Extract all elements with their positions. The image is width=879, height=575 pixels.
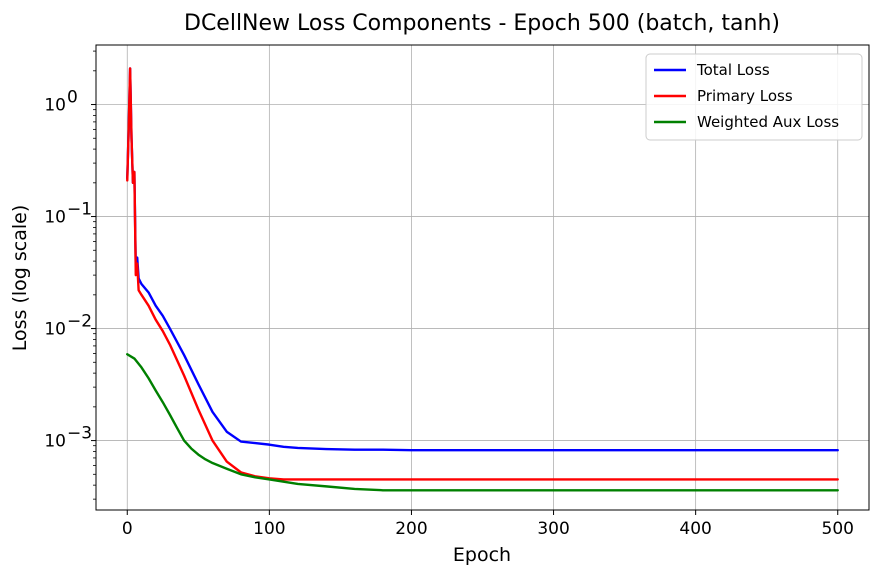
y-tick-exponent: −2 (67, 312, 92, 332)
y-axis-label: Loss (log scale) (9, 205, 31, 352)
plot-frame (95, 44, 870, 511)
legend-label: Total Loss (696, 61, 770, 79)
y-tick-exponent: −3 (67, 424, 92, 444)
y-tick-exponent: −1 (67, 200, 92, 220)
series-line (126, 67, 839, 481)
series-line (126, 353, 839, 492)
y-tick-label: 10 (44, 96, 66, 116)
legend-label: Primary Loss (697, 87, 793, 105)
x-tick-label: 500 (822, 519, 854, 539)
y-tick-base: 10 (44, 320, 66, 340)
y-tick-base: 10 (44, 208, 66, 228)
y-tick-label: 10 (44, 208, 66, 228)
legend-box (645, 53, 863, 141)
x-tick-label: 100 (253, 519, 285, 539)
series-layer (126, 67, 839, 492)
chart-title: DCellNew Loss Components - Epoch 500 (ba… (184, 11, 780, 36)
x-axis-ticks: 0 100 200 300 400 500 (122, 510, 854, 539)
legend: Total Loss Primary Loss Weighted Aux Loss (645, 53, 863, 141)
x-axis-label: Epoch (453, 544, 511, 566)
y-tick-label: 10 (44, 432, 66, 452)
y-tick-base: 10 (44, 96, 66, 116)
legend-label: Weighted Aux Loss (697, 113, 839, 131)
x-tick-label: 200 (395, 519, 427, 539)
x-tick-label: 400 (679, 519, 711, 539)
y-tick-base: 10 (44, 432, 66, 452)
x-tick-label: 300 (537, 519, 569, 539)
x-tick-label: 0 (122, 519, 133, 539)
y-tick-label: 10 (44, 320, 66, 340)
y-tick-exponent: 0 (67, 88, 78, 108)
